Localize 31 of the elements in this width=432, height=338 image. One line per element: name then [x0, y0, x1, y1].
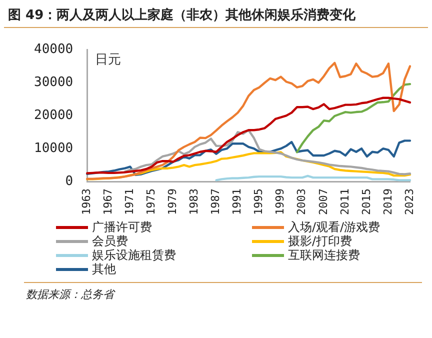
x-tick-label: 2015 — [360, 188, 373, 216]
source-note: 数据来源：总务省 — [26, 287, 116, 302]
legend-label: 入场/观看/游戏费 — [288, 220, 380, 234]
x-tick-label: 1995 — [252, 188, 266, 216]
x-tick-label: 2003 — [295, 188, 308, 216]
legend-label: 广播许可费 — [92, 220, 152, 234]
legend-label: 互联网连接费 — [288, 248, 360, 262]
x-tick-label: 1975 — [144, 188, 158, 216]
y-axis-title: 日元 — [95, 52, 122, 68]
legend-label: 摄影/打印费 — [288, 234, 352, 248]
chart-title: 图 49：两人及两人以上家庭（非农）其他休闲娱乐消费变化 — [4, 0, 428, 28]
legend-label: 会员费 — [92, 234, 128, 248]
x-tick-label: 1963 — [80, 188, 93, 216]
x-tick-label: 1979 — [166, 188, 180, 216]
x-tick-label: 1991 — [230, 188, 244, 216]
x-tick-label: 1983 — [188, 188, 201, 216]
x-tick-label: 1967 — [102, 188, 115, 216]
legend-label: 娱乐设施租赁费 — [92, 248, 176, 262]
x-tick-label: 2023 — [402, 188, 416, 216]
y-tick-label: 0 — [65, 174, 74, 189]
x-tick-label: 1971 — [123, 188, 136, 216]
y-tick-label: 30000 — [34, 75, 74, 90]
legend-label: 其他 — [92, 262, 116, 276]
x-tick-label: 1987 — [209, 188, 222, 216]
y-tick-label: 40000 — [34, 42, 74, 58]
x-tick-label: 2019 — [381, 188, 394, 216]
x-tick-label: 2007 — [316, 188, 330, 216]
y-tick-label: 20000 — [34, 108, 74, 124]
x-tick-label: 1999 — [274, 188, 287, 216]
x-tick-label: 2011 — [338, 188, 352, 216]
y-tick-label: 10000 — [34, 140, 74, 156]
